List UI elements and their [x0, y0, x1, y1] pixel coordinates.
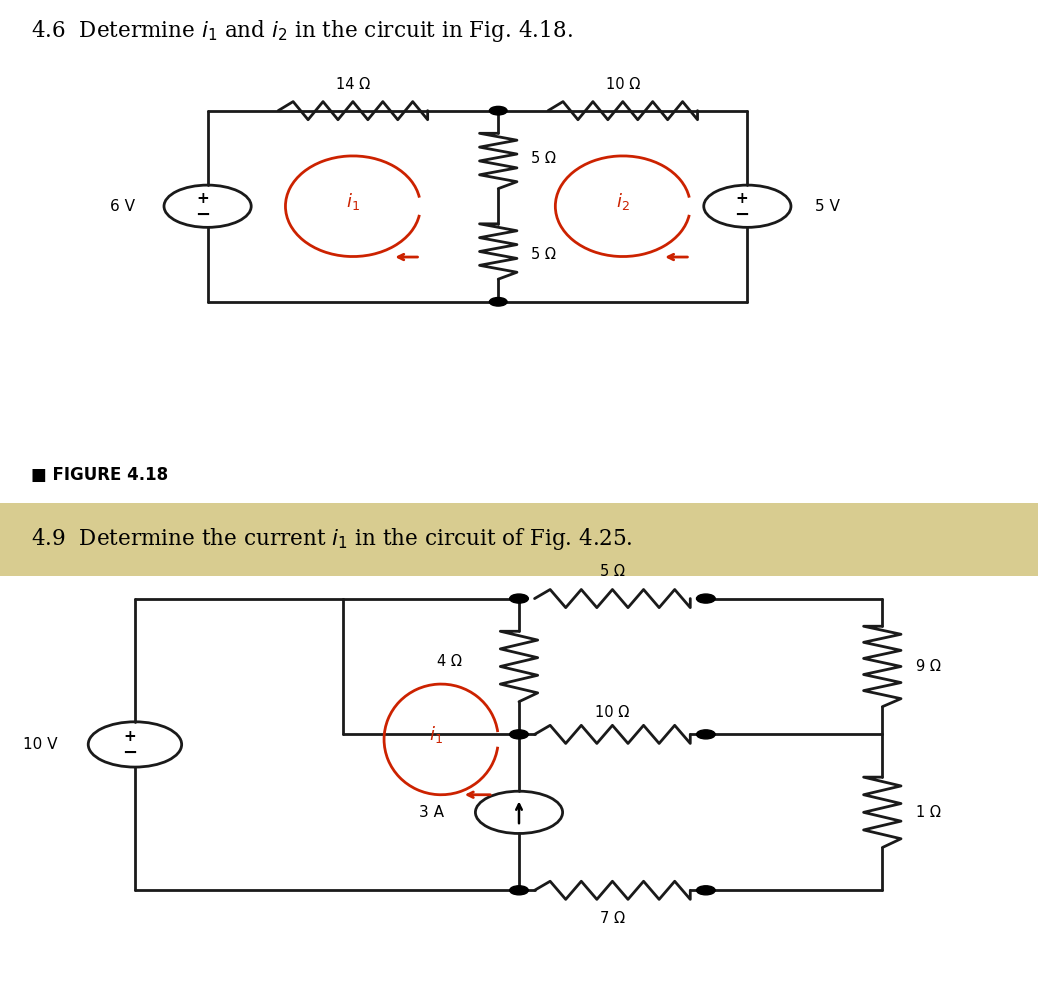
Text: $i_1$: $i_1$ — [429, 724, 443, 744]
Text: 3 A: 3 A — [419, 805, 444, 820]
Text: 7 Ω: 7 Ω — [600, 911, 625, 927]
Text: $i_2$: $i_2$ — [616, 191, 630, 211]
Circle shape — [510, 886, 528, 895]
Text: 5 Ω: 5 Ω — [600, 564, 625, 579]
Circle shape — [510, 594, 528, 604]
Text: 9 Ω: 9 Ω — [916, 659, 940, 674]
Text: 5 Ω: 5 Ω — [531, 246, 556, 262]
Text: 10 Ω: 10 Ω — [596, 705, 629, 720]
Text: 1 Ω: 1 Ω — [916, 805, 940, 820]
Text: 5 Ω: 5 Ω — [531, 151, 556, 166]
Text: −: − — [122, 744, 137, 762]
Text: 10 V: 10 V — [23, 737, 57, 751]
Text: 5 V: 5 V — [815, 199, 840, 213]
Circle shape — [696, 886, 715, 895]
Text: 6 V: 6 V — [110, 199, 135, 213]
Text: +: + — [196, 191, 209, 206]
Circle shape — [696, 594, 715, 604]
Text: −: − — [735, 206, 749, 223]
Text: 4.6  Determine $i_1$ and $i_2$ in the circuit in Fig. 4.18.: 4.6 Determine $i_1$ and $i_2$ in the cir… — [31, 18, 573, 43]
Text: 4 Ω: 4 Ω — [437, 654, 462, 669]
Text: $i_1$: $i_1$ — [346, 191, 360, 211]
Text: ■ FIGURE 4.18: ■ FIGURE 4.18 — [31, 467, 168, 484]
Text: +: + — [124, 729, 136, 744]
Bar — [0, 503, 1038, 575]
Circle shape — [696, 730, 715, 738]
Circle shape — [510, 730, 528, 738]
Text: +: + — [736, 191, 748, 206]
Text: 10 Ω: 10 Ω — [606, 76, 639, 92]
Circle shape — [489, 298, 507, 306]
Text: −: − — [195, 206, 210, 223]
Circle shape — [489, 107, 507, 115]
Text: 14 Ω: 14 Ω — [336, 76, 370, 92]
Text: 4.9  Determine the current $i_1$ in the circuit of Fig. 4.25.: 4.9 Determine the current $i_1$ in the c… — [31, 526, 633, 552]
